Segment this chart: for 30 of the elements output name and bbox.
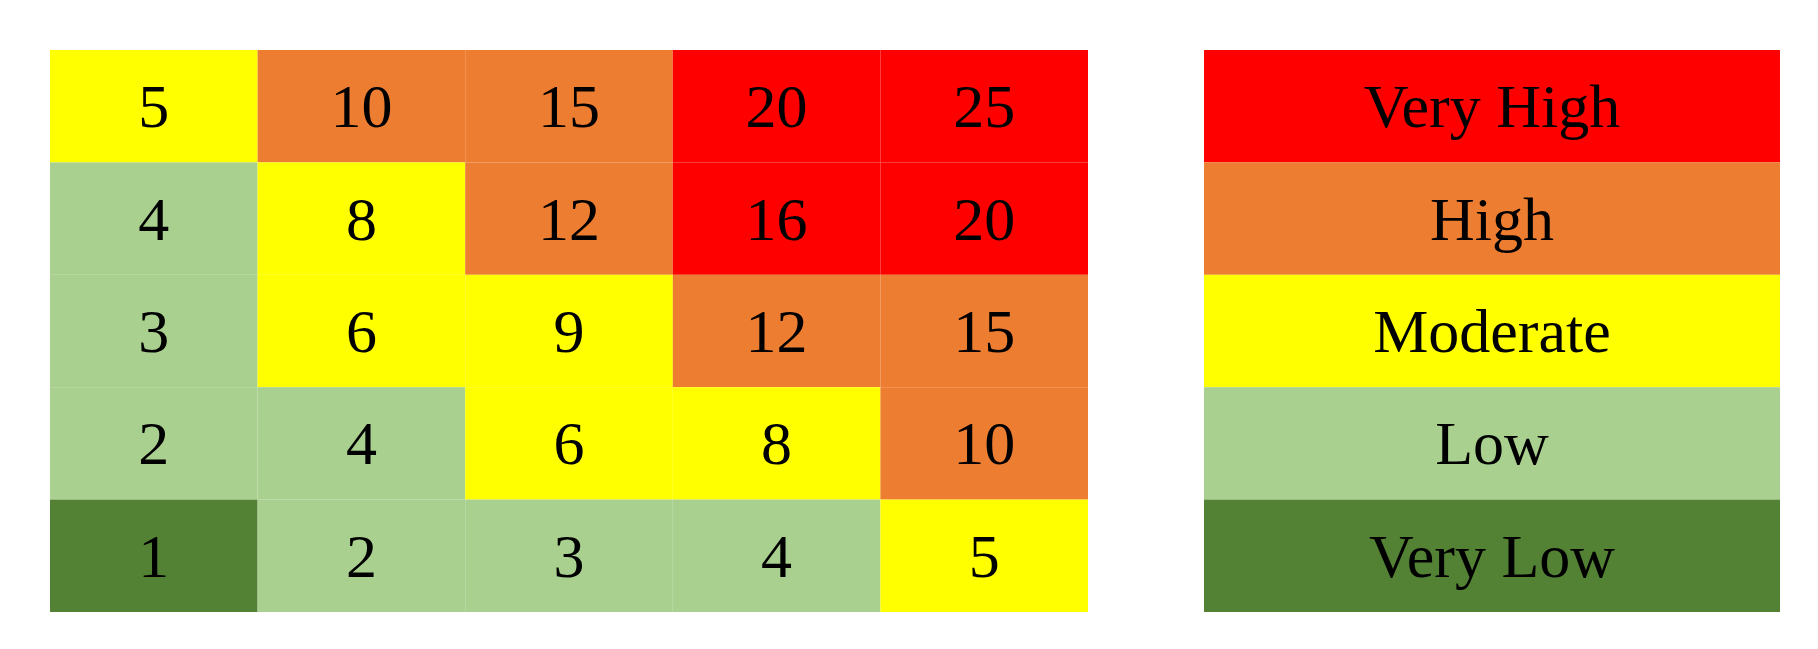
data-label: 1 (138, 521, 170, 590)
data-label: 8 (345, 184, 377, 253)
data-label: 25 (953, 72, 1016, 141)
data-label: 5 (968, 521, 1000, 590)
data-label: 9 (553, 297, 585, 365)
data-label: 4 (761, 521, 793, 590)
data-label: 12 (745, 297, 808, 365)
data-label: 8 (761, 409, 793, 478)
category-label: Very High (1363, 72, 1621, 141)
data-label: 4 (138, 184, 170, 253)
data-label: 3 (138, 297, 170, 365)
data-label: 2 (138, 409, 170, 478)
category-label: High (1430, 184, 1554, 253)
data-label: 2 (345, 521, 377, 590)
data-label: 20 (745, 72, 808, 141)
data-label: 20 (953, 184, 1016, 253)
category-label: Moderate (1373, 297, 1611, 365)
data-label: 6 (553, 409, 585, 478)
data-label: 6 (345, 297, 377, 365)
data-label: 5 (138, 72, 170, 141)
data-label: 15 (953, 297, 1016, 365)
data-label: 12 (538, 184, 600, 253)
data-label: 3 (553, 521, 585, 590)
data-label: 15 (538, 72, 600, 141)
category-label: Low (1435, 409, 1550, 478)
data-label: 4 (345, 409, 377, 478)
category-label: Very Low (1368, 521, 1616, 590)
data-label: 10 (953, 409, 1016, 478)
data-label: 16 (745, 184, 808, 253)
data-label: 10 (330, 72, 393, 141)
